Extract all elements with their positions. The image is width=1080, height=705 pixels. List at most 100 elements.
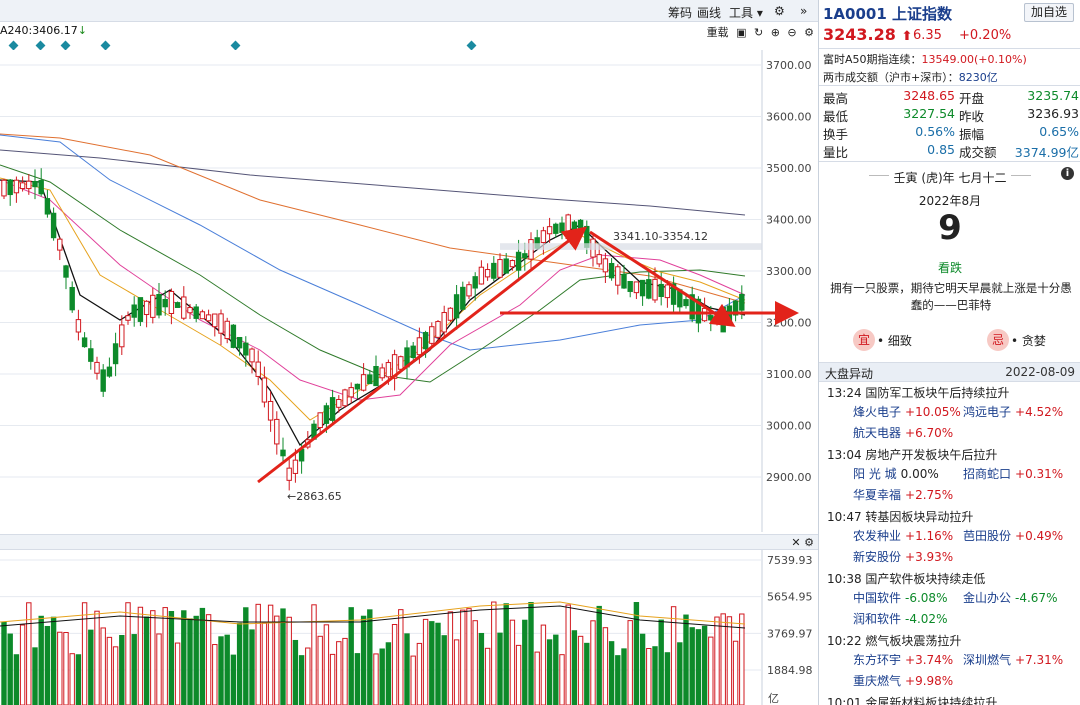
chips-button[interactable]: 筹码 [668,6,693,20]
candle-body [739,293,745,311]
stat-k1: 量比 [823,145,849,160]
volume-bar [100,627,106,705]
news-item[interactable]: 10:47 转基因板块异动拉升农发种业 +1.16% 芭田股份 +0.49% 新安股份 +… [827,508,1077,568]
gear-icon[interactable]: ⚙ [804,536,814,549]
kline-chart-pane[interactable]: 筹码 画线 工具 ▾ ⚙ » A240:3406.17↓ 重载 ▣ ↻ ⊕ ⊖ … [0,0,818,705]
stock-link[interactable]: 东方环宇 +3.74% [853,650,953,671]
stock-change: +3.74% [905,653,954,667]
draw-line-button[interactable]: 画线 [697,6,722,20]
price-chart[interactable]: 3700.00 3600.00 3500.00 3400.00 3300.00 3200.… [0,50,818,532]
gear-icon[interactable]: ⚙ [774,4,785,18]
volume-bar [429,621,435,705]
volume-bar [298,655,305,705]
event-marker-icon[interactable] [466,40,477,51]
price-value: 3243.28 [823,25,896,44]
stock-change: +4.52% [1015,405,1064,419]
volume-bar [732,640,739,705]
volume-bar [478,632,485,705]
stock-name: 招商蛇口 [963,467,1012,481]
stock-link[interactable]: 烽火电子 +10.05% [853,402,961,423]
stock-name: 金山办公 [963,591,1012,605]
stat-k1: 最高 [823,91,849,106]
candle-body [131,304,137,318]
candle-body [453,294,460,319]
lock-icon[interactable]: ▣ [736,26,747,39]
volume-bar [19,624,26,705]
candle-body [317,412,323,429]
refresh-icon[interactable]: ↻ [753,26,764,39]
news-title[interactable]: 10:38 国产软件板块持续走低 [827,572,986,586]
event-marker-icon[interactable] [60,40,71,51]
volume-bar [26,602,32,705]
stat-v2: 3374.99亿 [1014,145,1079,160]
volume-bar [621,648,627,705]
candle-body [63,265,69,278]
news-title[interactable]: 10:47 转基因板块异动拉升 [827,510,974,524]
stock-link[interactable]: 阳 光 城 0.00% [853,464,939,485]
stat-v1: 3227.54 [903,106,955,121]
expand-icon[interactable]: » [800,4,808,18]
turnover-value: 8230亿 [958,71,998,84]
range-band [500,243,762,250]
stock-link[interactable]: 航天电器 +6.70% [853,423,953,444]
stock-line: 烽火电子 +10.05% 鸿远电子 +4.52% [827,402,1077,423]
stock-link[interactable]: 华夏幸福 +2.75% [853,485,953,506]
zoom-in-icon[interactable]: ⊕ [770,26,780,39]
candle-body [57,238,63,251]
stock-link[interactable]: 深圳燃气 +7.31% [963,650,1063,671]
candle-body [94,361,100,374]
candle-body [119,324,125,348]
candle-body [292,459,299,474]
close-icon[interactable]: ✕ [791,536,801,549]
event-marker-icon[interactable] [8,40,19,51]
volume-tick-label: 7539.93 [767,554,813,567]
news-item[interactable]: 10:22 燃气板块震荡拉升东方环宇 +3.74% 深圳燃气 +7.31% 重庆燃气 +9… [827,632,1077,692]
add-favorite-button[interactable]: 加自选 [1024,3,1074,22]
news-item[interactable]: 10:01 金属新材料板块持续拉升 [827,694,1077,705]
stock-link[interactable]: 润和软件 -4.02% [853,609,947,630]
stock-link[interactable]: 农发种业 +1.16% [853,526,953,547]
volume-bar [379,648,385,705]
stock-link[interactable]: 重庆燃气 +9.98% [853,671,953,692]
volume-bar [274,615,280,705]
volume-bar [453,639,460,705]
stock-link[interactable]: 招商蛇口 +0.31% [963,464,1063,485]
news-title[interactable]: 13:24 国防军工板块午后持续拉升 [827,386,1010,400]
volume-bar [112,646,119,705]
stock-change: +0.31% [1015,467,1064,481]
news-title[interactable]: 10:22 燃气板块震荡拉升 [827,634,962,648]
market-sentiment-tag: 看跌 [937,261,962,275]
volume-chart[interactable]: 7539.93 5654.95 3769.97 1884.98 亿 [0,550,818,705]
chevron-down-icon: ▾ [753,6,763,20]
stock-line: 东方环宇 +3.74% 深圳燃气 +7.31% [827,650,1077,671]
event-marker-icon[interactable] [35,40,46,51]
news-item[interactable]: 13:24 国防军工板块午后持续拉升 烽火电子 +10.05% 鸿远电子 +4.52% 航… [827,384,1077,444]
tools-menu-button[interactable]: 工具 ▾ [729,4,763,21]
volume-bar [540,624,547,705]
candle-body [596,254,602,265]
news-item[interactable]: 13:04 房地产开发板块午后拉升阳 光 城 0.00% 招商蛇口 +0.31% 华夏幸… [827,446,1077,506]
reload-button[interactable]: 重载 [706,26,729,39]
info-icon[interactable]: i [1061,167,1074,180]
gear-icon[interactable]: ⚙ [804,26,814,39]
stock-link[interactable]: 新安股份 +3.93% [853,547,953,568]
candle-body [621,274,627,289]
volume-bar [199,607,206,705]
volume-bar [261,622,268,705]
volume-bar [255,603,261,705]
stock-link[interactable]: 金山办公 -4.67% [963,588,1057,609]
news-item[interactable]: 10:38 国产软件板块持续走低中国软件 -6.08% 金山办公 -4.67% 润和软件… [827,570,1077,630]
event-marker-icon[interactable] [100,40,111,51]
stock-change: +7.31% [1015,653,1064,667]
news-title[interactable]: 10:01 金属新材料板块持续拉升 [827,696,998,705]
stock-link[interactable]: 芭田股份 +0.49% [963,526,1063,547]
stock-link[interactable]: 中国软件 -6.08% [853,588,947,609]
news-title[interactable]: 13:04 房地产开发板块午后拉升 [827,448,998,462]
event-marker-icon[interactable] [230,40,241,51]
volume-bar [342,637,348,705]
divider [819,48,1080,49]
zoom-out-icon[interactable]: ⊖ [787,26,797,39]
candle-body [441,312,447,333]
stock-link[interactable]: 鸿远电子 +4.52% [963,402,1063,423]
volume-bar [292,639,299,705]
